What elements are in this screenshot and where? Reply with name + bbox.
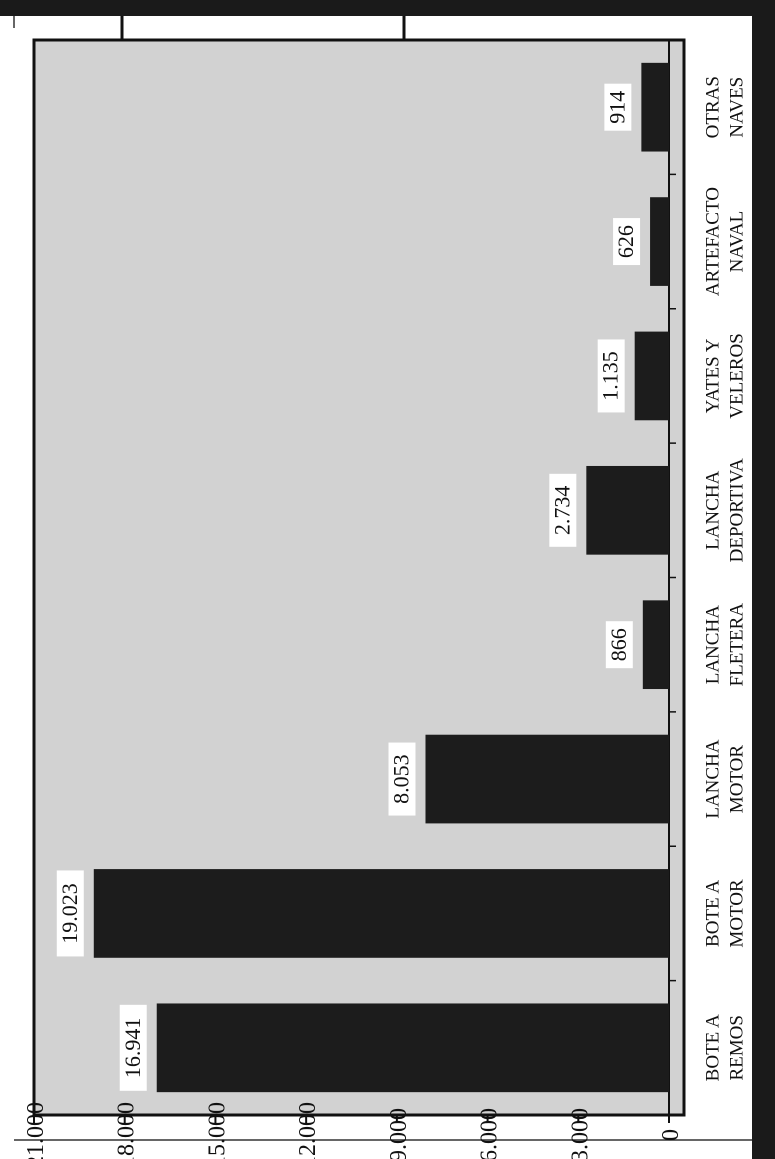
category-label: VELEROS [726, 333, 747, 419]
value-labels: 16.941 19.023 8.053 866 2.734 1.135 626 914 [56, 83, 641, 1091]
value-label: 1.135 [598, 351, 623, 401]
y-tick-label: 9.000 [386, 1108, 412, 1159]
bar [156, 1003, 669, 1093]
category-label: MOTOR [726, 879, 747, 948]
category-label: LANCHA [702, 739, 723, 818]
category-label: NAVES [726, 77, 747, 138]
value-label-box [605, 621, 633, 669]
value-label-box [604, 83, 632, 131]
y-tick-label: 3.000 [567, 1108, 593, 1159]
y-tick-label: 18.000 [114, 1102, 140, 1159]
category-label: LANCHA [702, 470, 723, 549]
bar [634, 331, 669, 421]
category-label: BOTE A [702, 1014, 723, 1081]
value-label: 914 [604, 91, 629, 124]
value-label-box [388, 742, 416, 816]
category-label: YATES Y [702, 338, 723, 413]
value-label: 16.941 [120, 1018, 145, 1079]
value-label-box [56, 870, 84, 957]
y-tick-label: 21.000 [23, 1102, 49, 1159]
y-tick-label: 12.000 [295, 1102, 321, 1159]
category-label: NAVAL [726, 211, 747, 273]
category-label: MOTOR [726, 745, 747, 814]
outer-border [13, 16, 752, 1141]
category-label: FLETERA [726, 603, 747, 687]
category-label: DEPORTIVA [726, 458, 747, 562]
category-label: REMOS [726, 1015, 747, 1080]
bar [586, 465, 669, 555]
category-label: OTRAS [702, 76, 723, 138]
bars [93, 62, 670, 1093]
y-tick-label: 15.000 [204, 1102, 230, 1159]
value-label-box [549, 473, 577, 547]
bar [93, 869, 670, 958]
y-tick-label: 6.000 [477, 1108, 503, 1159]
bar [425, 734, 669, 824]
value-label: 19.023 [57, 883, 82, 944]
value-label: 626 [613, 225, 638, 258]
value-label-box [613, 218, 641, 266]
value-label: 8.053 [389, 754, 414, 804]
category-label: LANCHA [702, 605, 723, 684]
value-label: 866 [606, 628, 631, 661]
category-label: ARTEFACTO [702, 187, 723, 296]
value-label: 2.734 [549, 486, 574, 536]
y-tick-label: 0 [658, 1129, 684, 1141]
bar [642, 600, 669, 690]
bar [650, 197, 669, 286]
scan-right-band [752, 0, 775, 1159]
scan-top-band [0, 0, 775, 16]
value-label-box [119, 1004, 147, 1091]
value-label-box [597, 339, 625, 413]
bar [641, 62, 669, 152]
category-label: BOTE A [702, 880, 723, 947]
y-axis-tick-labels: 0 3.000 6.000 9.000 12.000 15.000 18.000 21.000 [23, 1102, 684, 1159]
